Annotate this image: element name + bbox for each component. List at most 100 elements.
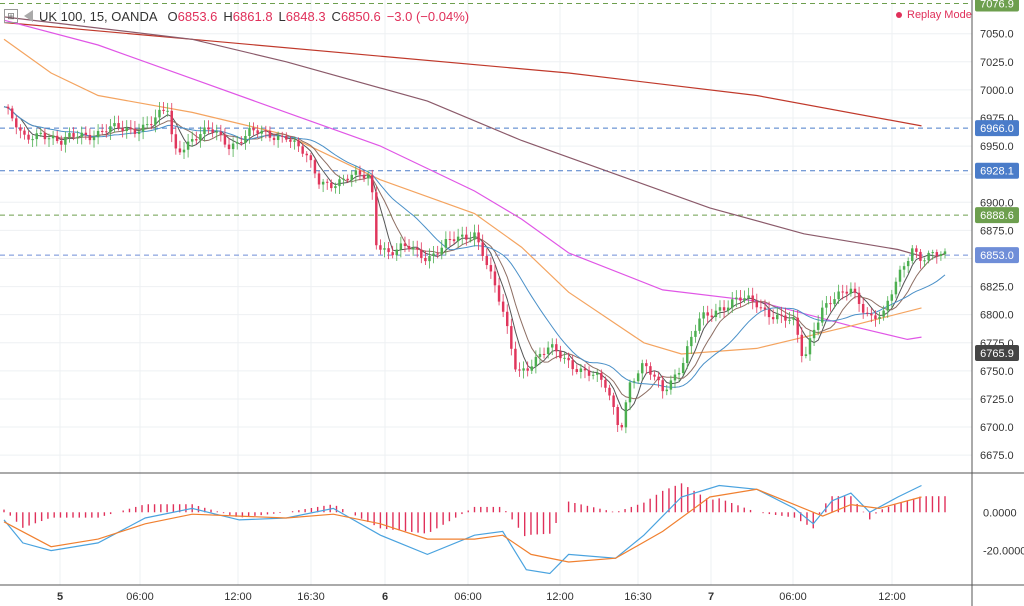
candle-body: [10, 108, 14, 119]
candle-body: [178, 148, 182, 153]
candle: [432, 245, 435, 264]
candle-body: [203, 127, 206, 135]
candle: [628, 379, 632, 411]
candle-body: [383, 248, 386, 250]
candle-body: [849, 288, 853, 294]
candle-body: [686, 346, 689, 364]
signal-line: [3, 488, 922, 563]
candle-body: [109, 126, 112, 133]
candle: [477, 224, 480, 251]
candle: [31, 135, 34, 148]
candle: [403, 236, 407, 253]
candle: [338, 175, 341, 194]
candle: [731, 291, 734, 313]
collapse-arrow-icon[interactable]: [24, 10, 33, 22]
price-tick-label: 7025.0: [980, 57, 1014, 69]
candle: [35, 129, 38, 147]
candle-body: [661, 380, 664, 392]
candle-body: [317, 173, 321, 185]
candle: [411, 240, 415, 256]
time-tick-label: 12:00: [878, 591, 906, 603]
candle-body: [657, 376, 660, 381]
candle: [853, 282, 857, 299]
replay-mode-indicator[interactable]: Replay Mode: [896, 9, 972, 21]
moving-average-line: [3, 21, 922, 127]
candle: [837, 284, 840, 304]
short-moving-average-line: [3, 106, 946, 400]
candle: [657, 372, 660, 388]
candle: [43, 128, 47, 145]
candle: [493, 263, 497, 293]
candle: [174, 126, 178, 155]
candle-body: [80, 132, 83, 137]
candle-body: [272, 137, 276, 141]
candle-body: [444, 239, 448, 248]
candle: [501, 294, 505, 318]
candle-body: [939, 254, 943, 257]
candle: [96, 124, 100, 145]
candle-body: [125, 127, 128, 131]
candle-body: [796, 317, 799, 335]
candle: [878, 311, 881, 325]
candle: [776, 306, 779, 324]
candle: [350, 170, 353, 187]
symbol-icon[interactable]: ⊞: [4, 9, 18, 23]
candle: [293, 137, 296, 150]
candle-body: [84, 132, 88, 135]
candle: [387, 242, 390, 260]
candle: [739, 290, 742, 308]
candle-body: [538, 353, 542, 357]
candle-body: [894, 281, 898, 295]
candle-body: [358, 170, 362, 175]
candle-body: [583, 368, 587, 371]
candle-body: [587, 370, 591, 376]
candle: [874, 310, 877, 327]
candle-body: [207, 127, 210, 130]
candle: [362, 169, 366, 182]
candle: [289, 136, 292, 149]
candle: [145, 116, 149, 130]
replay-dot-icon: [896, 12, 902, 18]
candle: [690, 330, 693, 355]
candle: [137, 123, 141, 142]
candle-body: [39, 132, 43, 134]
candle: [902, 262, 906, 278]
candle: [379, 239, 382, 255]
symbol-legend[interactable]: ⊞ UK 100, 15, OANDA O6853.6 H6861.8 L684…: [4, 6, 469, 26]
candle-body: [256, 130, 259, 134]
candle: [542, 347, 546, 359]
candle-body: [452, 239, 456, 242]
candle-body: [739, 297, 742, 301]
candle: [694, 324, 697, 343]
candle-body: [579, 368, 583, 372]
price-labels: 7076.9 6966.0 6928.1 6888.6 6853.0 6765.9: [975, 0, 1019, 361]
candle: [792, 309, 795, 326]
candle: [366, 170, 370, 186]
candle: [816, 315, 820, 336]
candle: [395, 243, 398, 261]
candle-body: [747, 295, 750, 299]
candle: [460, 226, 464, 245]
candle: [121, 120, 124, 138]
candle: [636, 370, 640, 384]
candle: [906, 257, 910, 273]
candle-body: [702, 312, 705, 319]
candle-body: [931, 252, 934, 254]
candle-body: [542, 353, 546, 355]
candle-body: [514, 348, 517, 370]
candle: [133, 121, 137, 138]
time-tick-label: 12:00: [546, 591, 574, 603]
candle-body: [150, 124, 153, 126]
level-label-text: 6966.0: [980, 123, 1014, 135]
candle: [596, 369, 599, 382]
candle: [391, 245, 394, 259]
candle-body: [804, 354, 808, 356]
candle-body: [162, 109, 165, 111]
candle: [771, 309, 775, 324]
candle: [346, 174, 349, 183]
time-tick-label: 06:00: [779, 591, 807, 603]
moving-averages: [3, 16, 946, 413]
candle-body: [776, 314, 779, 320]
candle-body: [571, 360, 574, 370]
